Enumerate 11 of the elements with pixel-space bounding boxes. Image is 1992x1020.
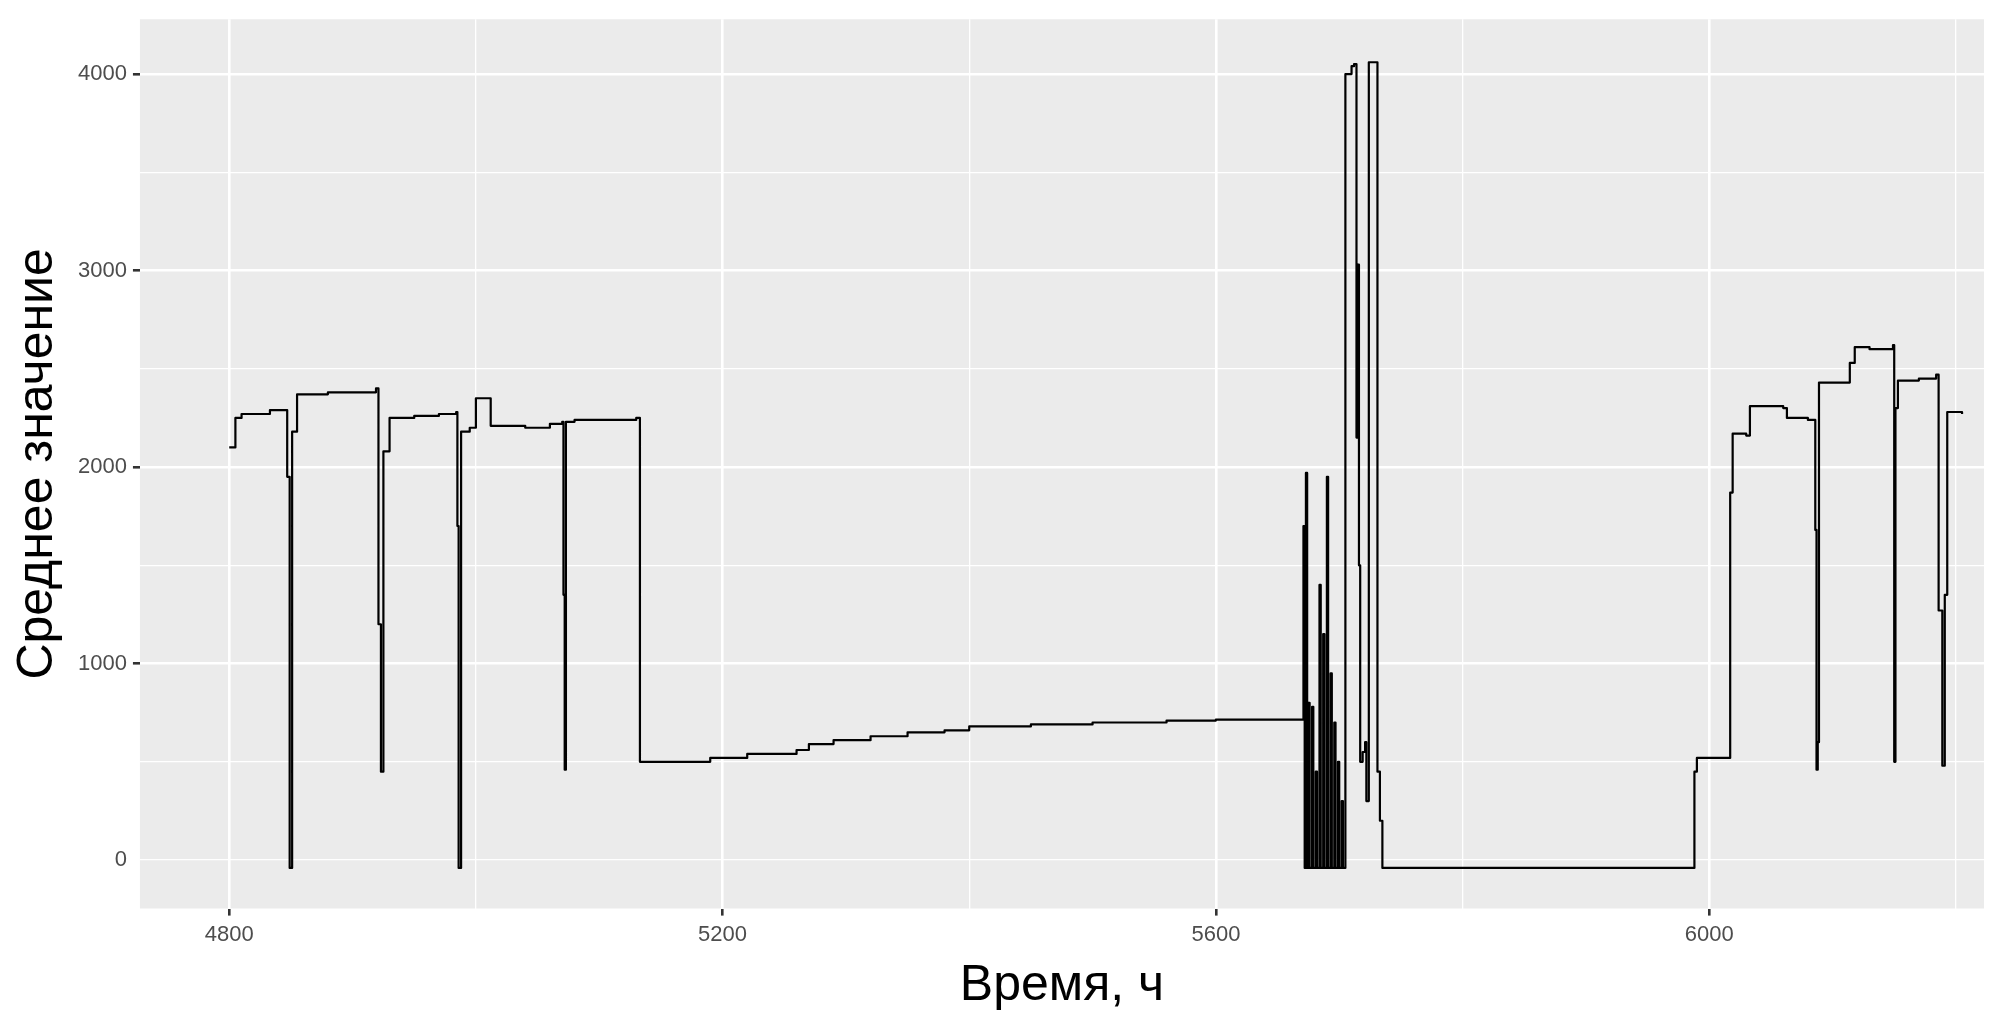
x-tick-label: 4800 bbox=[204, 920, 254, 946]
y-tick-label: 0 bbox=[114, 846, 127, 872]
y-tick-label: 2000 bbox=[77, 453, 127, 479]
x-axis-title: Время, ч bbox=[959, 954, 1165, 1011]
x-tick-label: 5200 bbox=[698, 920, 748, 946]
y-tick-label: 4000 bbox=[77, 60, 127, 86]
y-axis-title: Среднее значение bbox=[6, 248, 63, 680]
y-tick-label: 1000 bbox=[77, 649, 127, 675]
x-tick-label: 5600 bbox=[1191, 920, 1241, 946]
x-tick-label: 6000 bbox=[1684, 920, 1734, 946]
y-tick-label: 3000 bbox=[77, 256, 127, 282]
